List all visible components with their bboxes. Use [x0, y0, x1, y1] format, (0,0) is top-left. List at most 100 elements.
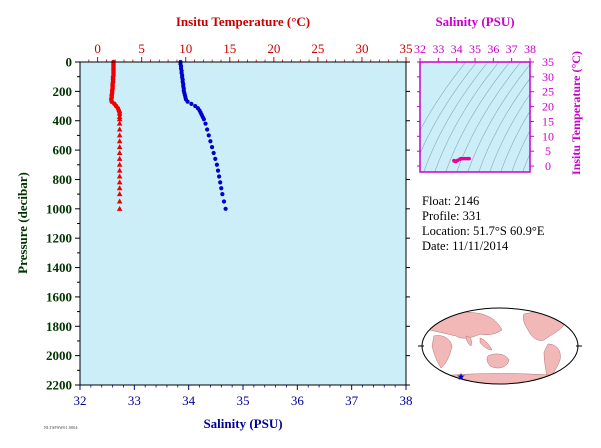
- pressure-tick-label: 400: [53, 113, 73, 128]
- ts-salinity-tick-label: 35: [469, 42, 481, 56]
- ts-contour-line: [467, 63, 530, 172]
- world-map: ★: [418, 307, 582, 385]
- temperature-point: [116, 191, 123, 197]
- ts-point: [467, 156, 471, 161]
- temperature-tick-label: 35: [400, 41, 413, 56]
- pressure-tick-label: 0: [66, 55, 73, 70]
- pressure-tick-label: 200: [53, 84, 73, 99]
- salinity-point: [189, 101, 194, 106]
- float-id: Float: 2146: [422, 194, 480, 208]
- map-land: [424, 311, 578, 384]
- ts-contour-line: [500, 110, 530, 172]
- salinity-point: [214, 162, 220, 167]
- pressure-tick-label: 1600: [46, 289, 72, 304]
- salinity-point: [219, 186, 224, 191]
- ts-temperature-tick-label: 10: [542, 129, 554, 143]
- salinity-tick-label: 33: [128, 393, 141, 408]
- ts-temperature-tick-label: 15: [542, 114, 554, 128]
- temperature-tick-label: 10: [179, 41, 192, 56]
- temperature-point: [116, 144, 123, 150]
- profile-number: Profile: 331: [422, 209, 482, 223]
- salinity-point: [220, 192, 225, 197]
- ts-contour-line: [420, 62, 467, 132]
- profile-date: Date: 11/11/2014: [422, 239, 509, 253]
- salinity-point: [223, 206, 228, 211]
- salinity-point: [201, 117, 206, 122]
- pressure-tick-label: 2000: [46, 348, 72, 363]
- ts-temperature-tick-label: 20: [542, 100, 554, 114]
- ts-density-contours: [420, 62, 530, 172]
- salinity-axis-title: Salinity (PSU): [203, 416, 282, 431]
- float-location: Location: 51.7°S 60.9°E: [422, 224, 545, 238]
- profile-plot-frame: [79, 61, 407, 386]
- temperature-tick-label: 25: [311, 41, 324, 56]
- temperature-tick-label: 5: [138, 41, 145, 56]
- ts-salinity-axis-title: Salinity (PSU): [435, 14, 514, 29]
- pressure-tick-label: 800: [53, 172, 73, 187]
- ts-contour-line: [478, 78, 530, 172]
- temperature-point: [116, 155, 123, 161]
- ts-plot-frame: [419, 61, 531, 173]
- salinity-point: [205, 127, 210, 132]
- salinity-point: [203, 121, 208, 126]
- salinity-point: [185, 99, 190, 104]
- ts-contour-line: [420, 62, 478, 155]
- ts-salinity-tick-label: 37: [506, 42, 518, 56]
- temperature-point: [116, 185, 123, 191]
- salinity-point: [213, 156, 218, 161]
- salinity-tick-label: 36: [291, 393, 305, 408]
- temperature-tick-label: 0: [94, 41, 101, 56]
- pressure-tick-label: 1000: [46, 201, 72, 216]
- salinity-point: [209, 145, 215, 150]
- salinity-tick-label: 37: [345, 393, 359, 408]
- profile-tick-labels: 0200400600800100012001400160018002000220…: [46, 41, 413, 408]
- temperature-point: [116, 120, 123, 126]
- ts-temperature-axis-title: Insitu Temperature (°C): [569, 51, 583, 175]
- footer-code: NLTSPSW01.0004: [44, 425, 78, 430]
- ts-salinity-tick-label: 38: [524, 42, 536, 56]
- salinity-tick-label: 34: [182, 393, 196, 408]
- ts-temperature-tick-label: 25: [542, 85, 554, 99]
- temperature-tick-label: 20: [267, 41, 280, 56]
- profile-plot: 0200400600800100012001400160018002000220…: [15, 14, 413, 431]
- salinity-tick-label: 32: [74, 393, 87, 408]
- float-info: Float: 2146 Profile: 331 Location: 51.7°…: [422, 194, 545, 254]
- salinity-tick-label: 35: [237, 393, 250, 408]
- temperature-point: [116, 116, 123, 122]
- temperature-point: [116, 179, 123, 185]
- salinity-point: [206, 133, 211, 138]
- ts-salinity-tick-label: 33: [432, 42, 444, 56]
- ts-temperature-tick-label: 0: [545, 159, 551, 173]
- ts-salinity-tick-label: 32: [414, 42, 426, 56]
- ts-contour-line: [434, 62, 500, 172]
- salinity-point: [211, 150, 216, 156]
- salinity-point: [215, 168, 221, 173]
- temperature-tick-label: 15: [223, 41, 236, 56]
- temperature-point: [116, 167, 123, 173]
- temperature-point: [116, 173, 123, 179]
- ts-temperature-tick-label: 5: [545, 144, 551, 158]
- salinity-point: [218, 180, 223, 185]
- temperature-tick-label: 30: [355, 41, 368, 56]
- temperature-point: [116, 205, 123, 211]
- salinity-tick-label: 38: [400, 393, 413, 408]
- profile-plot-area: [80, 62, 406, 385]
- ts-salinity-tick-label: 36: [487, 42, 499, 56]
- salinity-point: [216, 174, 222, 179]
- profile-series: [108, 59, 228, 211]
- ts-contour-line: [511, 129, 530, 172]
- pressure-tick-label: 1800: [46, 319, 72, 334]
- temperature-point: [116, 132, 123, 138]
- temperature-point: [116, 161, 123, 167]
- ts-contour-line: [456, 62, 522, 172]
- ts-series: [452, 156, 471, 164]
- salinity-point: [221, 199, 227, 204]
- temperature-point: [116, 150, 123, 156]
- temperature-point: [116, 198, 123, 204]
- pressure-tick-label: 2200: [46, 378, 72, 393]
- ts-contour-line: [423, 62, 489, 172]
- pressure-tick-label: 1400: [46, 260, 72, 275]
- pressure-axis-title: Pressure (decibar): [15, 172, 30, 274]
